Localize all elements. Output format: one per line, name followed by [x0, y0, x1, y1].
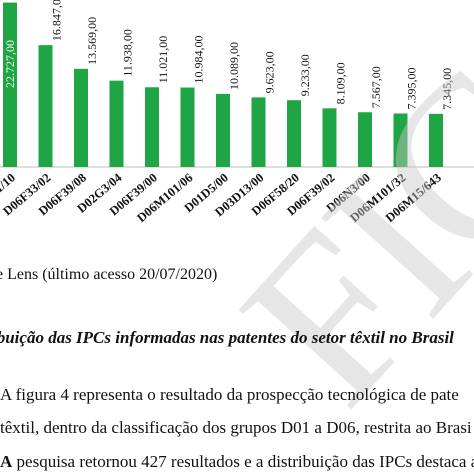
value-label: 16.847,00: [50, 0, 64, 41]
value-label: 8.109,00: [334, 62, 348, 104]
paragraph-line-1: A figura 4 representa o resultado da pro…: [0, 385, 459, 404]
value-label: 7.395,00: [405, 68, 419, 110]
value-label: 9.233,00: [298, 54, 312, 96]
paragraph-bold-letter: A: [0, 452, 13, 471]
value-label: 10.089,00: [227, 42, 241, 90]
figure-caption: ibuição das IPCs informadas nas patentes…: [0, 328, 454, 347]
value-label: 11.021,00: [156, 36, 170, 84]
source-note: e Lens (último acesso 20/07/2020): [0, 266, 218, 283]
bar-D06F39/02: [322, 108, 337, 167]
value-label: 7.567,00: [369, 66, 383, 108]
bar-D01D5/00: [216, 94, 230, 167]
value-label: 22.727,00: [3, 40, 17, 88]
bar-D01F1/10: [3, 2, 17, 167]
bar-D02G3/04: [109, 80, 124, 167]
value-label: 7.345,00: [440, 68, 454, 110]
bar-D06F39/00: [145, 87, 159, 167]
bar-D03D13/00: [251, 97, 266, 167]
value-label: 9.623,00: [263, 51, 277, 93]
bar-D06M15/643: [429, 113, 443, 167]
paragraph-line-3-text: pesquisa retornou 427 resultados e a dis…: [12, 452, 474, 471]
bar-D06F39/08: [74, 68, 88, 167]
paragraph-line-2: têxtil, dentro da classificação dos grup…: [0, 418, 472, 437]
bar-D06M101/06: [180, 87, 195, 167]
bar-D06N3/00: [358, 112, 372, 167]
value-label: 13.569,00: [85, 17, 99, 65]
value-label: 11.938,00: [121, 29, 135, 77]
bar-D06F58/20: [287, 100, 301, 167]
bar-D06F33/02: [38, 45, 53, 168]
bar-D06M101/32: [393, 113, 408, 167]
paragraph-line-3: A pesquisa retornou 427 resultados e a d…: [0, 452, 474, 472]
value-label: 10.984,00: [192, 36, 206, 84]
